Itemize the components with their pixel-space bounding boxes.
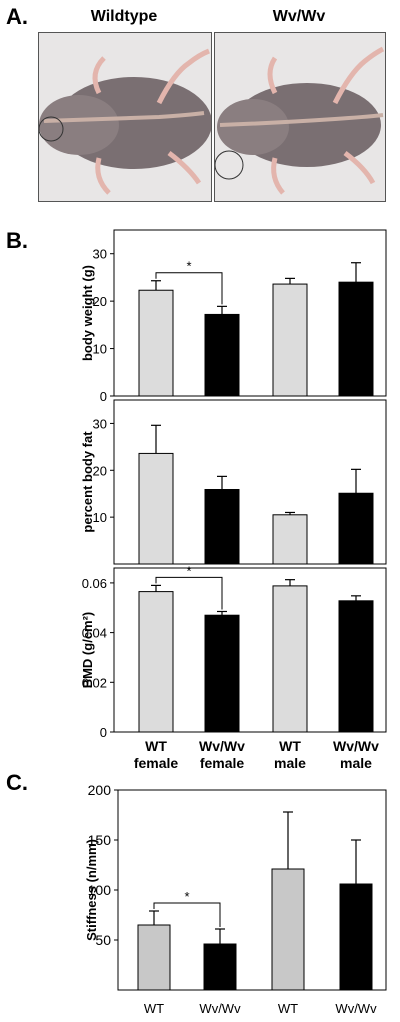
chart-0-ytick-label: 0 <box>100 389 107 404</box>
chart-0-ylabel: body weight (g) <box>80 265 95 361</box>
chart-3-bar-1 <box>203 943 237 991</box>
chart-2-ytick-label: 0.02 <box>82 675 107 690</box>
chart-3-significance-bracket <box>153 902 221 927</box>
chart-2-xtick-label: female <box>134 755 179 771</box>
chart-2-ylabel: BMD (g/cm²) <box>80 612 95 689</box>
chart-2-xtick-label: WT <box>279 738 301 754</box>
chart-0-ytick-label: 10 <box>93 342 107 357</box>
chart-3-ylabel: Stiffness (n/mm) <box>84 839 99 941</box>
chart-2-significance-bracket <box>155 576 223 610</box>
chart-2-bar-0 <box>138 591 174 733</box>
panel-c-label: C. <box>6 770 28 795</box>
chart-2-xtick-label: WT <box>145 738 167 754</box>
chart-0-bar-3 <box>338 281 374 397</box>
chart-2-xtick-label: female <box>200 755 245 771</box>
chart-1-ytick-label: 10 <box>93 510 107 525</box>
photo-title-wvwv: Wv/Wv <box>272 8 326 25</box>
chart-2-bar-1 <box>204 614 240 733</box>
photo-title-wildtype: Wildtype <box>90 8 158 25</box>
chart-0-ytick-label: 30 <box>93 247 107 262</box>
chart-2-bar-2 <box>272 585 308 733</box>
chart-1-ytick-label: 20 <box>93 463 107 478</box>
chart-3-xtick-label: Wv/Wv <box>199 1001 241 1016</box>
chart-1-ylabel: percent body fat <box>80 431 95 533</box>
chart-2-significance-star: * <box>186 563 191 578</box>
photo-wvwv-mouse <box>214 32 386 202</box>
chart-1-bar-3 <box>338 492 374 565</box>
chart-0-frame <box>113 229 387 397</box>
panel-a-label: A. <box>6 4 28 29</box>
chart-0-significance-bracket <box>155 272 223 305</box>
chart-3-xtick-label: WT <box>144 1001 164 1016</box>
chart-1-frame <box>113 399 387 565</box>
chart-3-xtick-label: WT <box>278 1001 298 1016</box>
chart-1-bar-2 <box>272 514 308 565</box>
chart-3-ytick-label: 200 <box>88 782 112 798</box>
chart-3-bar-0 <box>137 924 171 991</box>
chart-3-ytick-label: 150 <box>88 832 112 848</box>
chart-0-bar-2 <box>272 283 308 397</box>
chart-2-xtick-label: male <box>340 755 372 771</box>
chart-2-ytick-label: 0 <box>100 725 107 740</box>
chart-2-xtick-label: male <box>274 755 306 771</box>
chart-3-significance-star: * <box>184 889 189 904</box>
chart-2-frame <box>113 567 387 733</box>
photo-wildtype-mouse <box>38 32 212 202</box>
chart-2-xtick-label: Wv/Wv <box>333 738 379 754</box>
chart-2-ytick-label: 0.06 <box>82 576 107 591</box>
chart-0-significance-star: * <box>186 259 191 274</box>
chart-0-ytick-label: 20 <box>93 294 107 309</box>
chart-3-bar-3 <box>339 883 373 991</box>
chart-0-bar-0 <box>138 289 174 397</box>
chart-1-ytick-label: 30 <box>93 416 107 431</box>
chart-1-bar-0 <box>138 452 174 565</box>
panel-b-label: B. <box>6 228 28 253</box>
chart-1-bar-1 <box>204 488 240 565</box>
chart-3-xtick-label: Wv/Wv <box>335 1001 377 1016</box>
chart-3-ytick-label: 50 <box>95 932 111 948</box>
chart-0-bar-1 <box>204 313 240 397</box>
chart-3-ytick-label: 100 <box>88 882 112 898</box>
chart-3-bar-2 <box>271 868 305 991</box>
chart-2-xtick-label: Wv/Wv <box>199 738 245 754</box>
chart-2-bar-3 <box>338 600 374 733</box>
chart-2-ytick-label: 0.04 <box>82 626 107 641</box>
